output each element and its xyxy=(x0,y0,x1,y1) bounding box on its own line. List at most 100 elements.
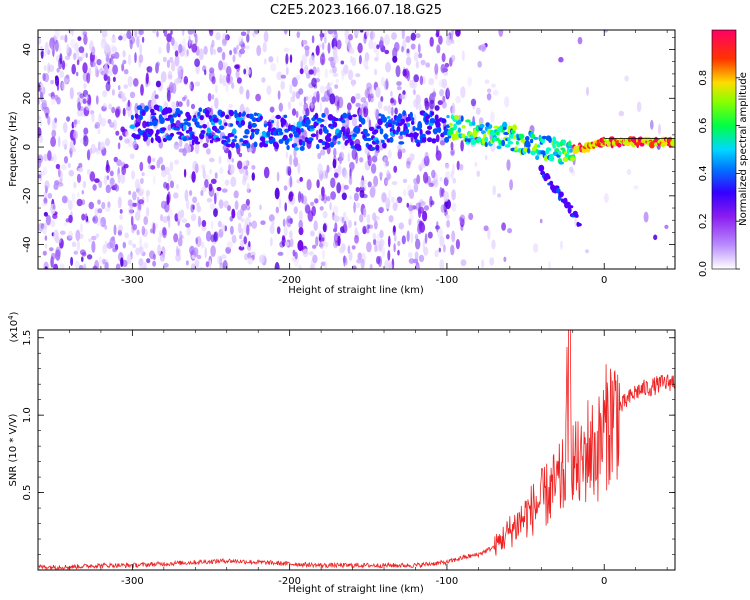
heatmap-cell xyxy=(410,32,416,41)
heatmap-cell xyxy=(364,88,370,99)
y-tick-label: -20 xyxy=(22,188,33,204)
heatmap-cell xyxy=(170,60,176,72)
heatmap-ridge-cell xyxy=(305,118,311,126)
heatmap-cell xyxy=(385,62,391,73)
heatmap-cell xyxy=(68,199,73,211)
heatmap-cell xyxy=(233,47,237,55)
heatmap-cell xyxy=(57,136,61,148)
heatmap-ridge-cell xyxy=(200,130,206,134)
heatmap-cell xyxy=(83,34,88,45)
heatmap-cell xyxy=(49,247,54,252)
heatmap-cell xyxy=(351,57,357,67)
heatmap-cell xyxy=(440,204,445,213)
heatmap-cell xyxy=(54,117,58,123)
heatmap-ridge-cell xyxy=(389,136,394,143)
heatmap-ridge-cell xyxy=(332,121,338,128)
heatmap-cell xyxy=(63,222,68,227)
heatmap-cell xyxy=(122,107,126,117)
heatmap-ridge-cell xyxy=(427,137,433,143)
heatmap-cell xyxy=(603,30,608,33)
heatmap-cell xyxy=(322,170,327,180)
heatmap-cell xyxy=(152,157,156,162)
heatmap-cell xyxy=(428,182,435,188)
heatmap-cell xyxy=(322,223,327,233)
heatmap-ridge-cell xyxy=(421,136,427,143)
heatmap-ridge-cell xyxy=(671,137,675,144)
heatmap-cell xyxy=(355,187,360,193)
heatmap-cell xyxy=(413,74,420,83)
heatmap-ridge-cell xyxy=(435,121,441,129)
heatmap-cell xyxy=(358,55,362,65)
heatmap-cell xyxy=(39,91,44,100)
heatmap-cell xyxy=(382,155,388,163)
heatmap-cell xyxy=(468,212,474,221)
heatmap-cell xyxy=(77,36,82,41)
heatmap-cell xyxy=(558,56,564,63)
heatmap-cell xyxy=(355,93,361,100)
heatmap-cell xyxy=(390,90,393,97)
heatmap-cell xyxy=(181,96,186,102)
heatmap-cell xyxy=(451,30,454,37)
heatmap-cell xyxy=(247,147,253,152)
heatmap-cell xyxy=(388,262,392,269)
heatmap-cell xyxy=(44,266,48,269)
heatmap-ridge-cell xyxy=(534,143,538,149)
heatmap-cell xyxy=(291,77,298,88)
heatmap-cell xyxy=(38,156,42,169)
heatmap-ridge-cell xyxy=(321,140,326,146)
heatmap-cell xyxy=(346,102,352,111)
heatmap-cell xyxy=(415,94,421,105)
heatmap-cell xyxy=(354,221,357,226)
heatmap-ridge-cell xyxy=(199,115,204,121)
heatmap-cell xyxy=(497,193,502,198)
heatmap-cell xyxy=(216,186,222,192)
heatmap-cell xyxy=(139,161,144,172)
heatmap-cell xyxy=(49,37,55,50)
heatmap-cell xyxy=(319,206,324,211)
heatmap-cell xyxy=(226,65,232,77)
heatmap-ridge-cell xyxy=(383,134,389,138)
heatmap-cell xyxy=(427,231,433,239)
heatmap-ridge-cell xyxy=(446,115,450,119)
heatmap-cell xyxy=(586,86,589,97)
heatmap-cell xyxy=(211,39,215,48)
heatmap-cell xyxy=(158,156,164,165)
heatmap-ridge-cell xyxy=(502,121,508,129)
heatmap-ridge-cell xyxy=(326,137,332,142)
heatmap-ridge-cell xyxy=(253,112,258,117)
heatmap-ridge-cell xyxy=(356,144,362,151)
heatmap-cell xyxy=(222,188,228,193)
heatmap-ridge-cell xyxy=(527,147,531,154)
heatmap-cell xyxy=(409,153,415,161)
heatmap-cell xyxy=(302,248,309,258)
heatmap-cell xyxy=(222,74,227,87)
x-tick-label: 0 xyxy=(601,275,607,286)
heatmap-cell xyxy=(59,35,65,41)
heatmap-cell xyxy=(507,228,513,234)
heatmap-cell xyxy=(166,33,173,43)
heatmap-cell xyxy=(45,214,52,226)
heatmap-cell xyxy=(73,250,79,255)
heatmap-cell xyxy=(348,69,354,81)
heatmap-cell xyxy=(78,46,85,54)
heatmap-cell xyxy=(102,90,108,98)
y-tick-label: 20 xyxy=(22,92,33,105)
heatmap-ridge-cell xyxy=(514,146,518,151)
heatmap-ridge-cell xyxy=(229,123,234,127)
heatmap-cell xyxy=(138,190,144,197)
heatmap-cell xyxy=(119,209,123,214)
heatmap-cell xyxy=(317,152,322,160)
heatmap-cell xyxy=(74,42,79,52)
heatmap-ridge-cell xyxy=(392,129,396,135)
heatmap-cell xyxy=(214,192,217,205)
heatmap-cell xyxy=(166,59,170,69)
heatmap-cell xyxy=(80,138,85,144)
heatmap-cell xyxy=(228,103,233,109)
heatmap-cell xyxy=(119,135,123,141)
heatmap-cell xyxy=(315,236,319,247)
heatmap-cell xyxy=(41,202,47,207)
heatmap-cell xyxy=(204,247,207,259)
heatmap-cell xyxy=(329,93,336,105)
heatmap-ridge-cell xyxy=(302,140,306,147)
